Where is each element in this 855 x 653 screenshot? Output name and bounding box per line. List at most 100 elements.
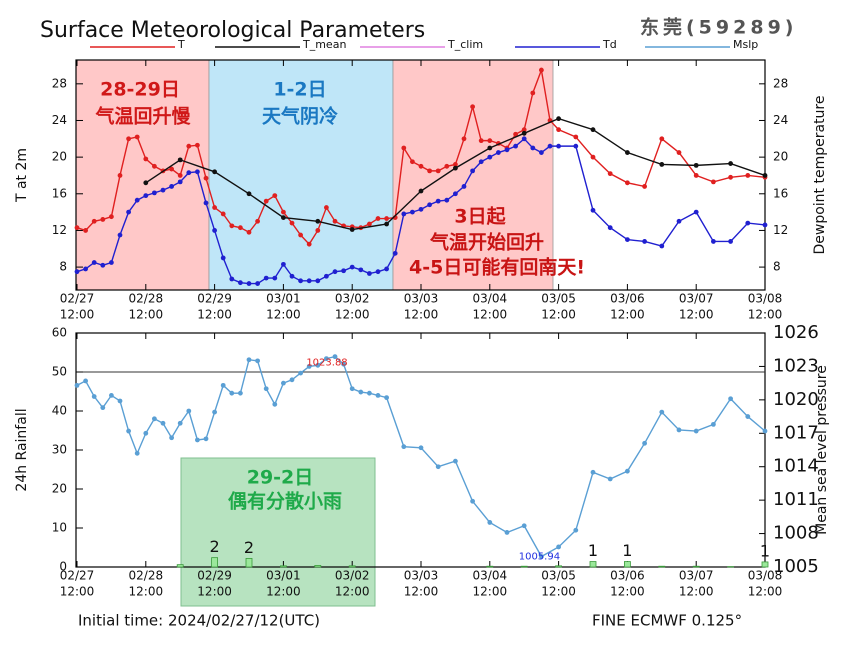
series-point [281,209,286,215]
bar-label: 1 [622,541,632,560]
series-point [676,427,682,433]
series-point [556,544,561,550]
series-point [143,430,149,436]
y-axis-label: T at 2m [14,148,30,203]
bar [245,558,253,568]
series-point [229,276,235,282]
x-tick-label: 12:00 [679,585,714,599]
series-point [642,184,647,189]
x-tick-label: 12:00 [60,308,95,322]
series-point [238,390,243,396]
series-point [109,393,114,398]
series-point [607,476,613,482]
series-point [625,237,630,243]
series-point [298,232,303,238]
y2-tick-label: 1008 [773,523,819,544]
annotation: 29-2日 [247,467,314,489]
series-point [126,209,131,215]
series-point [427,202,432,208]
series-point [453,191,458,197]
series-point [762,173,768,178]
x-tick-label: 03/04 [473,292,508,306]
series-point [272,275,278,281]
series-point [556,143,561,149]
series-point [487,145,493,151]
series-point [349,227,355,232]
x-tick-label: 03/02 [335,292,370,306]
bar [279,565,287,568]
bar [692,565,700,568]
series-point [169,166,175,172]
y2-axis-label: Mean sea level pressure [814,365,830,535]
series-point [401,211,407,217]
bar [348,565,356,568]
series-point [255,358,260,364]
series-point [143,180,149,186]
series-point [152,163,157,169]
series-point [195,142,200,148]
series-point [513,131,518,137]
chart-title: Surface Meteorological Parameters [40,18,425,43]
series-point [358,389,364,395]
x-tick-label: 03/06 [610,292,645,306]
annotation: 气温回升慢 [94,105,191,128]
region-rain [180,457,376,607]
series-point [418,163,424,169]
series-point [444,197,450,203]
series-point [513,143,518,149]
bar-label: 2 [210,537,220,556]
series-point [324,205,329,210]
min-label: 1005.94 [519,552,560,563]
series-point [263,275,269,281]
series-point [470,104,475,110]
series-point [590,154,596,160]
series-point [427,168,432,174]
series-point [238,280,243,286]
x-tick-label: 03/08 [748,292,783,306]
series-point [487,520,493,525]
x-tick-label: 03/05 [541,569,576,583]
series-point [539,67,544,73]
series-point [367,271,372,276]
region-warm [392,59,554,291]
y2-tick-label: 1011 [773,489,819,510]
x-tick-label: 02/28 [129,569,164,583]
series-point [315,362,321,368]
legend-label: T [177,38,185,51]
series-point [169,184,175,189]
x-tick-label: 03/05 [541,292,576,306]
series-point [332,354,338,360]
y-tick-label: 0 [59,560,67,574]
series-point [435,168,441,174]
series-point [143,156,149,162]
series-point [160,420,166,426]
x-tick-label: 12:00 [197,308,232,322]
x-tick-label: 12:00 [748,308,783,322]
legend-label: T_mean [302,38,346,51]
series-line [76,355,766,558]
bar [555,565,562,568]
series-point [728,239,733,244]
x-tick-label: 12:00 [129,308,164,322]
x-tick-label: 12:00 [610,308,645,322]
series-point [607,225,613,231]
x-tick-label: 02/27 [60,569,95,583]
annotation: 1-2日 [273,79,326,101]
y-tick-label: 60 [52,326,67,340]
series-point [203,436,209,442]
series-point [496,150,501,155]
bar-label: 1 [588,541,598,560]
series-point [324,356,329,362]
series-point [375,393,381,398]
series-point [401,444,407,450]
series-point [289,273,295,279]
series-point [762,222,768,228]
bar [211,557,219,568]
series-point [625,468,630,474]
bar [589,561,597,568]
series-point [152,190,157,196]
series-point [134,134,140,140]
series-point [693,173,699,178]
x-tick-label: 12:00 [197,585,232,599]
series-point [272,193,278,199]
